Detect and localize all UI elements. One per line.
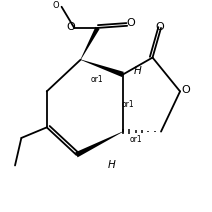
- Text: O: O: [181, 85, 190, 95]
- Polygon shape: [75, 131, 123, 157]
- Text: H: H: [134, 66, 141, 76]
- Text: or1: or1: [91, 75, 103, 84]
- Text: O: O: [67, 22, 75, 32]
- Text: or1: or1: [121, 100, 134, 109]
- Polygon shape: [80, 27, 100, 60]
- Polygon shape: [81, 59, 124, 77]
- Text: or1: or1: [129, 134, 142, 144]
- Text: O: O: [126, 18, 135, 28]
- Text: O: O: [53, 1, 60, 10]
- Text: O: O: [156, 22, 164, 32]
- Text: H: H: [107, 159, 115, 170]
